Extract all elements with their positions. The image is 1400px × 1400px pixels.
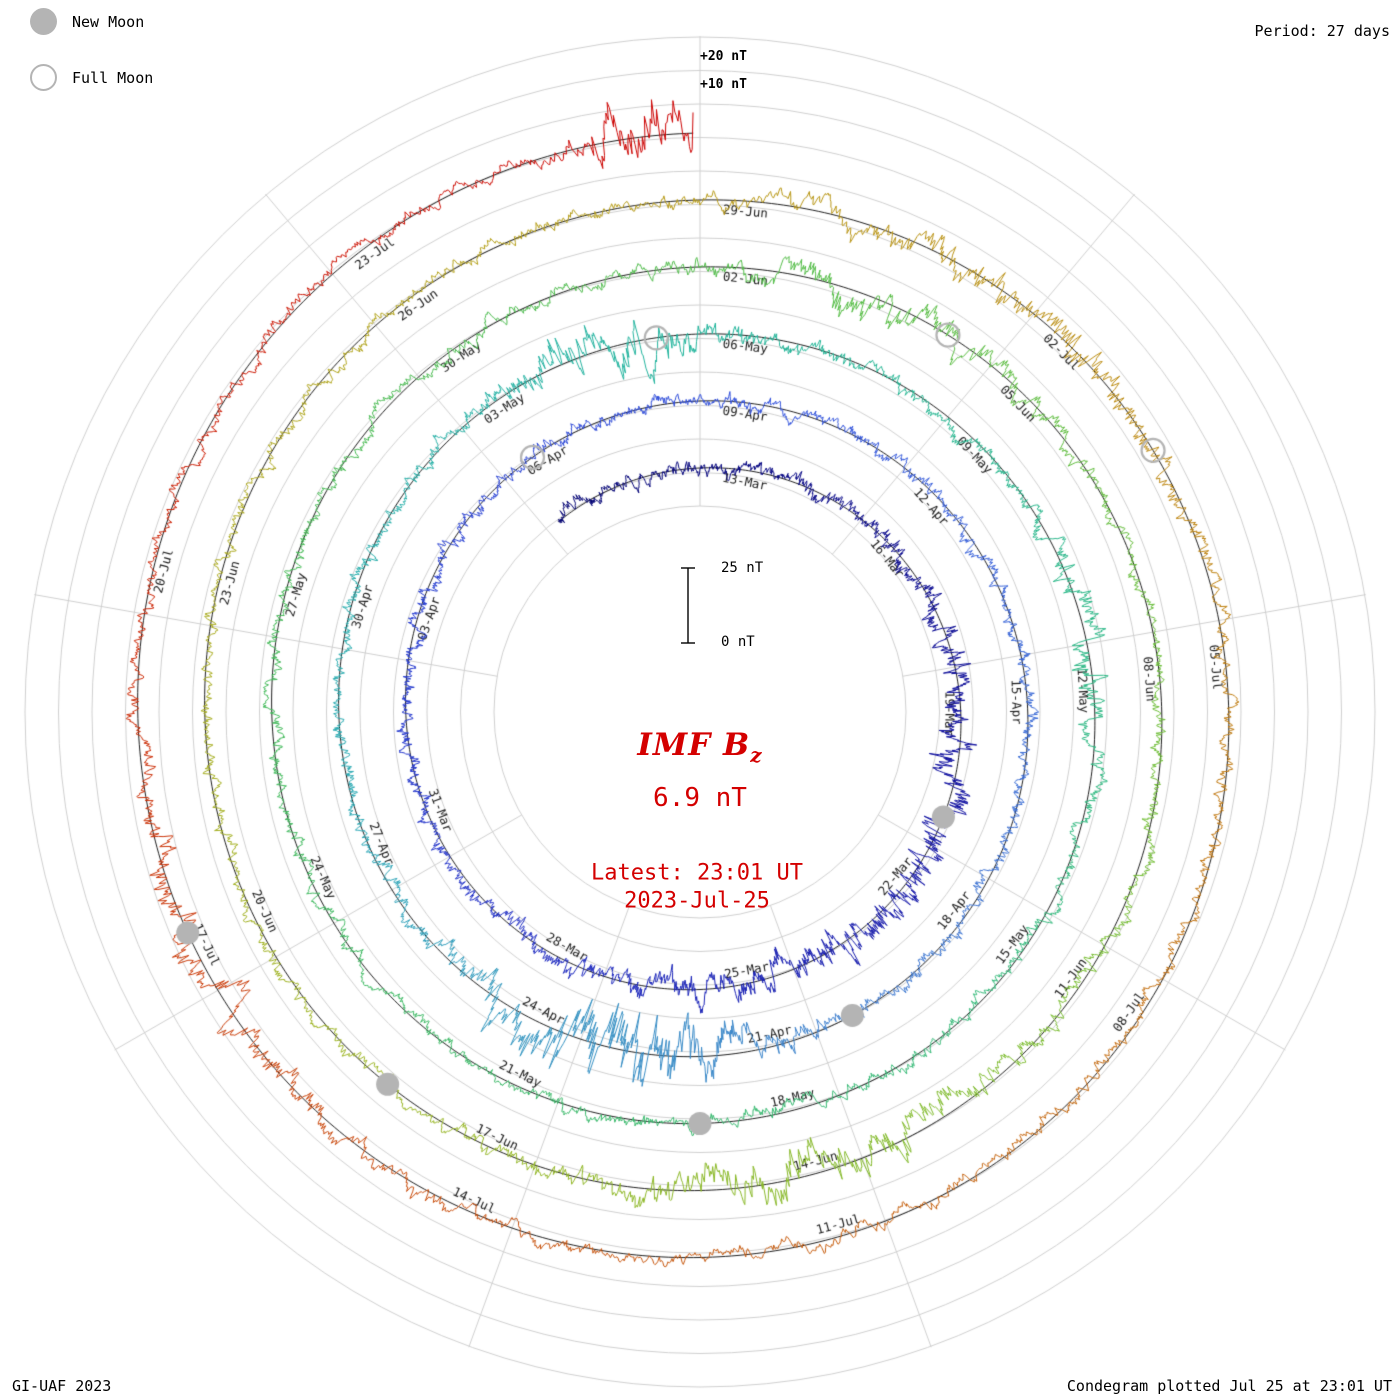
condegram-stage: New Moon Full Moon Period: 27 days +20 n… (0, 0, 1400, 1400)
condegram-canvas (0, 0, 1400, 1400)
